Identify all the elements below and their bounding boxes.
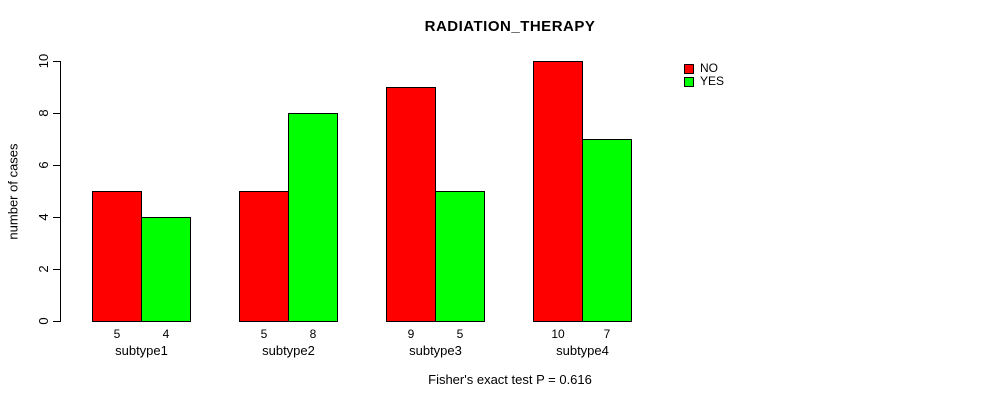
- bar-value-label: 9: [407, 327, 415, 341]
- bar-value-label: 8: [309, 327, 317, 341]
- y-tick: [53, 268, 61, 270]
- caption: Fisher's exact test P = 0.616: [428, 372, 592, 387]
- y-tick: [53, 216, 61, 218]
- y-tick-label: 10: [36, 53, 51, 69]
- bar-no-subtype4: [533, 61, 583, 322]
- chart-title: RADIATION_THERAPY: [424, 18, 596, 35]
- bar-no-subtype1: [92, 191, 142, 322]
- legend-item-yes: YES: [684, 75, 724, 88]
- y-tick-label: 4: [36, 213, 51, 221]
- y-tick-label: 8: [36, 109, 51, 117]
- bar-yes-subtype2: [288, 113, 338, 322]
- bar-no-subtype2: [239, 191, 289, 322]
- bar-value-label: 4: [162, 327, 170, 341]
- y-tick-label: 6: [36, 161, 51, 169]
- y-axis-title: number of cases: [5, 143, 21, 240]
- y-tick: [53, 112, 61, 114]
- category-label: subtype3: [409, 343, 462, 358]
- bar-value-label: 5: [260, 327, 268, 341]
- category-label: subtype4: [556, 343, 609, 358]
- y-tick: [53, 60, 61, 62]
- bar-yes-subtype1: [141, 217, 191, 322]
- bar-no-subtype3: [386, 87, 436, 322]
- legend-swatch: [684, 63, 694, 74]
- bar-value-label: 10: [551, 327, 565, 341]
- legend-label: YES: [700, 74, 725, 88]
- category-label: subtype1: [115, 343, 168, 358]
- legend-label: NO: [700, 61, 718, 75]
- category-label: subtype2: [262, 343, 315, 358]
- y-tick: [53, 164, 61, 166]
- y-tick: [53, 320, 61, 322]
- bar-value-label: 5: [456, 327, 464, 341]
- legend-item-no: NO: [684, 62, 724, 75]
- legend: NO YES: [684, 62, 724, 88]
- bar-value-label: 5: [113, 327, 121, 341]
- y-tick-label: 0: [36, 317, 51, 325]
- y-axis-line: [60, 61, 61, 321]
- bar-yes-subtype4: [582, 139, 632, 322]
- bar-yes-subtype3: [435, 191, 485, 322]
- y-tick-label: 2: [36, 265, 51, 273]
- bar-value-label: 7: [603, 327, 611, 341]
- legend-swatch: [684, 76, 694, 87]
